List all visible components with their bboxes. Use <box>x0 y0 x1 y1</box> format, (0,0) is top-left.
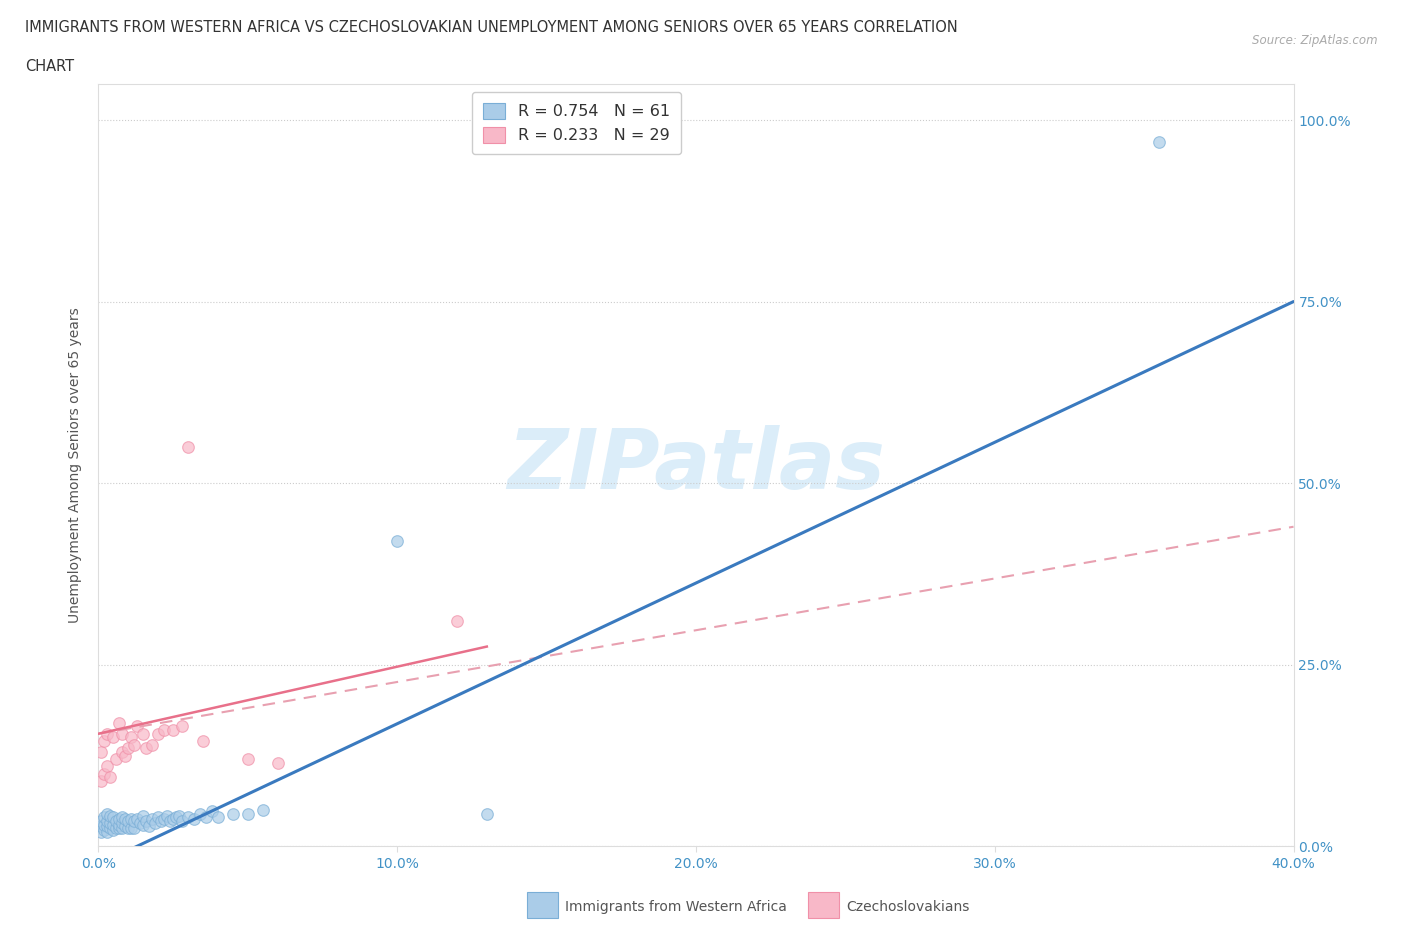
Point <box>103 823 125 838</box>
Point <box>111 820 134 835</box>
Point <box>120 730 142 745</box>
Point <box>267 755 290 770</box>
Point <box>153 811 176 826</box>
Point <box>93 817 115 832</box>
Point <box>150 814 173 829</box>
Point <box>96 759 118 774</box>
Point <box>236 751 259 766</box>
Point <box>103 810 125 825</box>
Point <box>141 811 163 826</box>
Point <box>114 818 136 833</box>
Point <box>127 811 149 826</box>
Point <box>127 719 149 734</box>
Point <box>132 726 155 741</box>
Point <box>236 806 259 821</box>
Text: Immigrants from Western Africa: Immigrants from Western Africa <box>565 899 787 914</box>
Point <box>195 810 218 825</box>
Point <box>105 751 128 766</box>
Text: Source: ZipAtlas.com: Source: ZipAtlas.com <box>1253 34 1378 47</box>
Point <box>153 723 176 737</box>
Point <box>167 808 190 823</box>
Point <box>93 734 115 749</box>
Point <box>183 811 205 826</box>
Point <box>108 811 131 826</box>
Point <box>191 734 214 749</box>
Point <box>90 814 112 829</box>
Point <box>385 534 409 549</box>
Point <box>1147 134 1170 149</box>
Point <box>177 810 200 825</box>
Point <box>111 810 134 825</box>
Point <box>148 810 170 825</box>
Point <box>120 811 142 826</box>
Point <box>93 766 115 781</box>
Point <box>120 820 142 835</box>
Point <box>93 810 115 825</box>
Point <box>159 814 181 829</box>
Point <box>100 816 122 830</box>
Point <box>177 439 200 454</box>
Legend: R = 0.754   N = 61, R = 0.233   N = 29: R = 0.754 N = 61, R = 0.233 N = 29 <box>471 92 682 154</box>
Point <box>108 817 131 832</box>
Point <box>103 730 125 745</box>
Text: ZIPatlas: ZIPatlas <box>508 424 884 506</box>
Point <box>446 614 468 629</box>
Point <box>132 817 155 832</box>
Point <box>117 820 139 835</box>
Point <box>162 723 184 737</box>
Point <box>172 719 194 734</box>
Point <box>96 818 118 833</box>
Point <box>141 737 163 752</box>
Point <box>117 814 139 829</box>
Point <box>132 808 155 823</box>
Point <box>138 818 160 833</box>
Point <box>114 811 136 826</box>
Point <box>105 820 128 835</box>
Point <box>96 814 118 829</box>
Point <box>162 811 184 826</box>
Point <box>129 816 152 830</box>
Text: Czechoslovakians: Czechoslovakians <box>846 899 970 914</box>
Point <box>172 814 194 829</box>
Point <box>111 726 134 741</box>
Point <box>93 823 115 838</box>
Point <box>124 820 146 835</box>
Point <box>124 737 146 752</box>
Point <box>100 808 122 823</box>
Point <box>90 818 112 833</box>
Y-axis label: Unemployment Among Seniors over 65 years: Unemployment Among Seniors over 65 years <box>69 307 83 623</box>
Point <box>165 810 187 825</box>
Text: CHART: CHART <box>25 59 75 73</box>
Point <box>135 741 157 756</box>
Point <box>475 806 498 821</box>
Point <box>111 744 134 759</box>
Point <box>108 715 131 730</box>
Point <box>108 820 131 835</box>
Point <box>100 770 122 785</box>
Point <box>148 726 170 741</box>
Point <box>222 806 245 821</box>
Point <box>111 816 134 830</box>
Point <box>90 824 112 839</box>
Text: IMMIGRANTS FROM WESTERN AFRICA VS CZECHOSLOVAKIAN UNEMPLOYMENT AMONG SENIORS OVE: IMMIGRANTS FROM WESTERN AFRICA VS CZECHO… <box>25 20 957 35</box>
Point <box>114 748 136 763</box>
Point <box>201 804 224 819</box>
Point <box>96 726 118 741</box>
Point <box>96 824 118 839</box>
Point <box>156 808 179 823</box>
Point <box>90 744 112 759</box>
Point <box>105 814 128 829</box>
Point <box>96 806 118 821</box>
Point <box>90 774 112 789</box>
Point <box>207 810 229 825</box>
Point <box>103 817 125 832</box>
Point <box>252 803 274 817</box>
Point <box>135 814 157 829</box>
Point <box>143 816 166 830</box>
Point <box>188 806 211 821</box>
Point <box>124 814 146 829</box>
Point <box>117 741 139 756</box>
Point <box>100 820 122 835</box>
